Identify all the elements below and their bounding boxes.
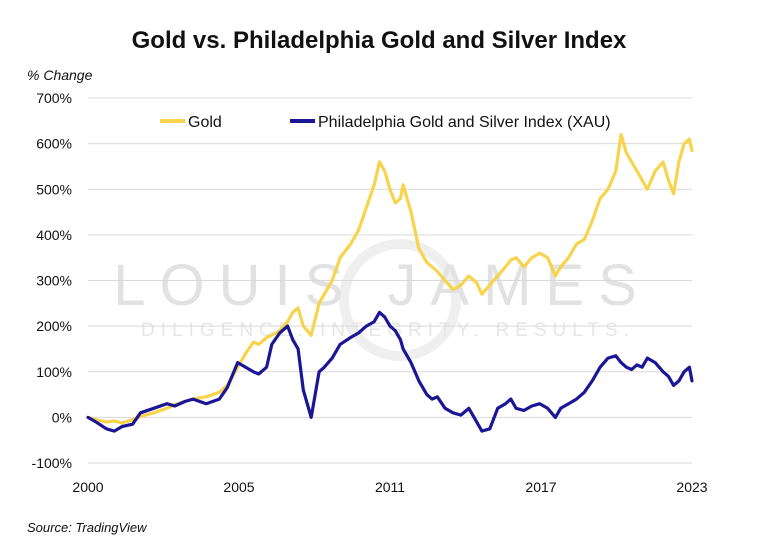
y-tick-label: 100% <box>36 364 72 380</box>
x-tick-label: 2011 <box>375 479 405 495</box>
watermark-emblem <box>339 239 461 361</box>
series-line-xau <box>86 310 694 433</box>
x-tick-label: 2017 <box>525 479 556 495</box>
series-lines <box>86 132 694 433</box>
y-axis-ticks: -100% 0% 100% 200% 300% 400% 500% 600% 700% <box>32 90 72 471</box>
x-tick-label: 2023 <box>676 479 707 495</box>
chart-title: Gold vs. Philadelphia Gold and Silver In… <box>132 27 627 54</box>
y-tick-label: 700% <box>36 90 72 106</box>
watermark: LOUIS JAMES DILIGENCE. INTEGRITY. RESULT… <box>113 239 651 361</box>
x-tick-label: 2005 <box>223 479 254 495</box>
series-line-gold <box>86 132 694 425</box>
source-note: Source: TradingView <box>27 520 148 535</box>
y-tick-label: 200% <box>36 318 72 334</box>
legend-xau-label: Philadelphia Gold and Silver Index (XAU) <box>318 114 611 131</box>
x-axis-ticks: 2000 2005 2011 2017 2023 <box>72 479 707 495</box>
gridlines <box>88 97 692 464</box>
x-tick-label: 2000 <box>72 479 103 495</box>
y-tick-label: 300% <box>36 273 72 289</box>
y-tick-label: 0% <box>52 409 72 425</box>
y-tick-label: 600% <box>36 136 72 152</box>
y-tick-label: 400% <box>36 227 72 243</box>
legend: Gold Philadelphia Gold and Silver Index … <box>160 114 611 131</box>
watermark-tagline: DILIGENCE. INTEGRITY. RESULTS. <box>141 320 635 341</box>
legend-gold-label: Gold <box>188 114 222 131</box>
y-tick-label: 500% <box>36 181 72 197</box>
y-axis-label: % Change <box>27 67 93 83</box>
watermark-brand: LOUIS JAMES <box>113 253 651 318</box>
y-tick-label: -100% <box>32 455 72 471</box>
